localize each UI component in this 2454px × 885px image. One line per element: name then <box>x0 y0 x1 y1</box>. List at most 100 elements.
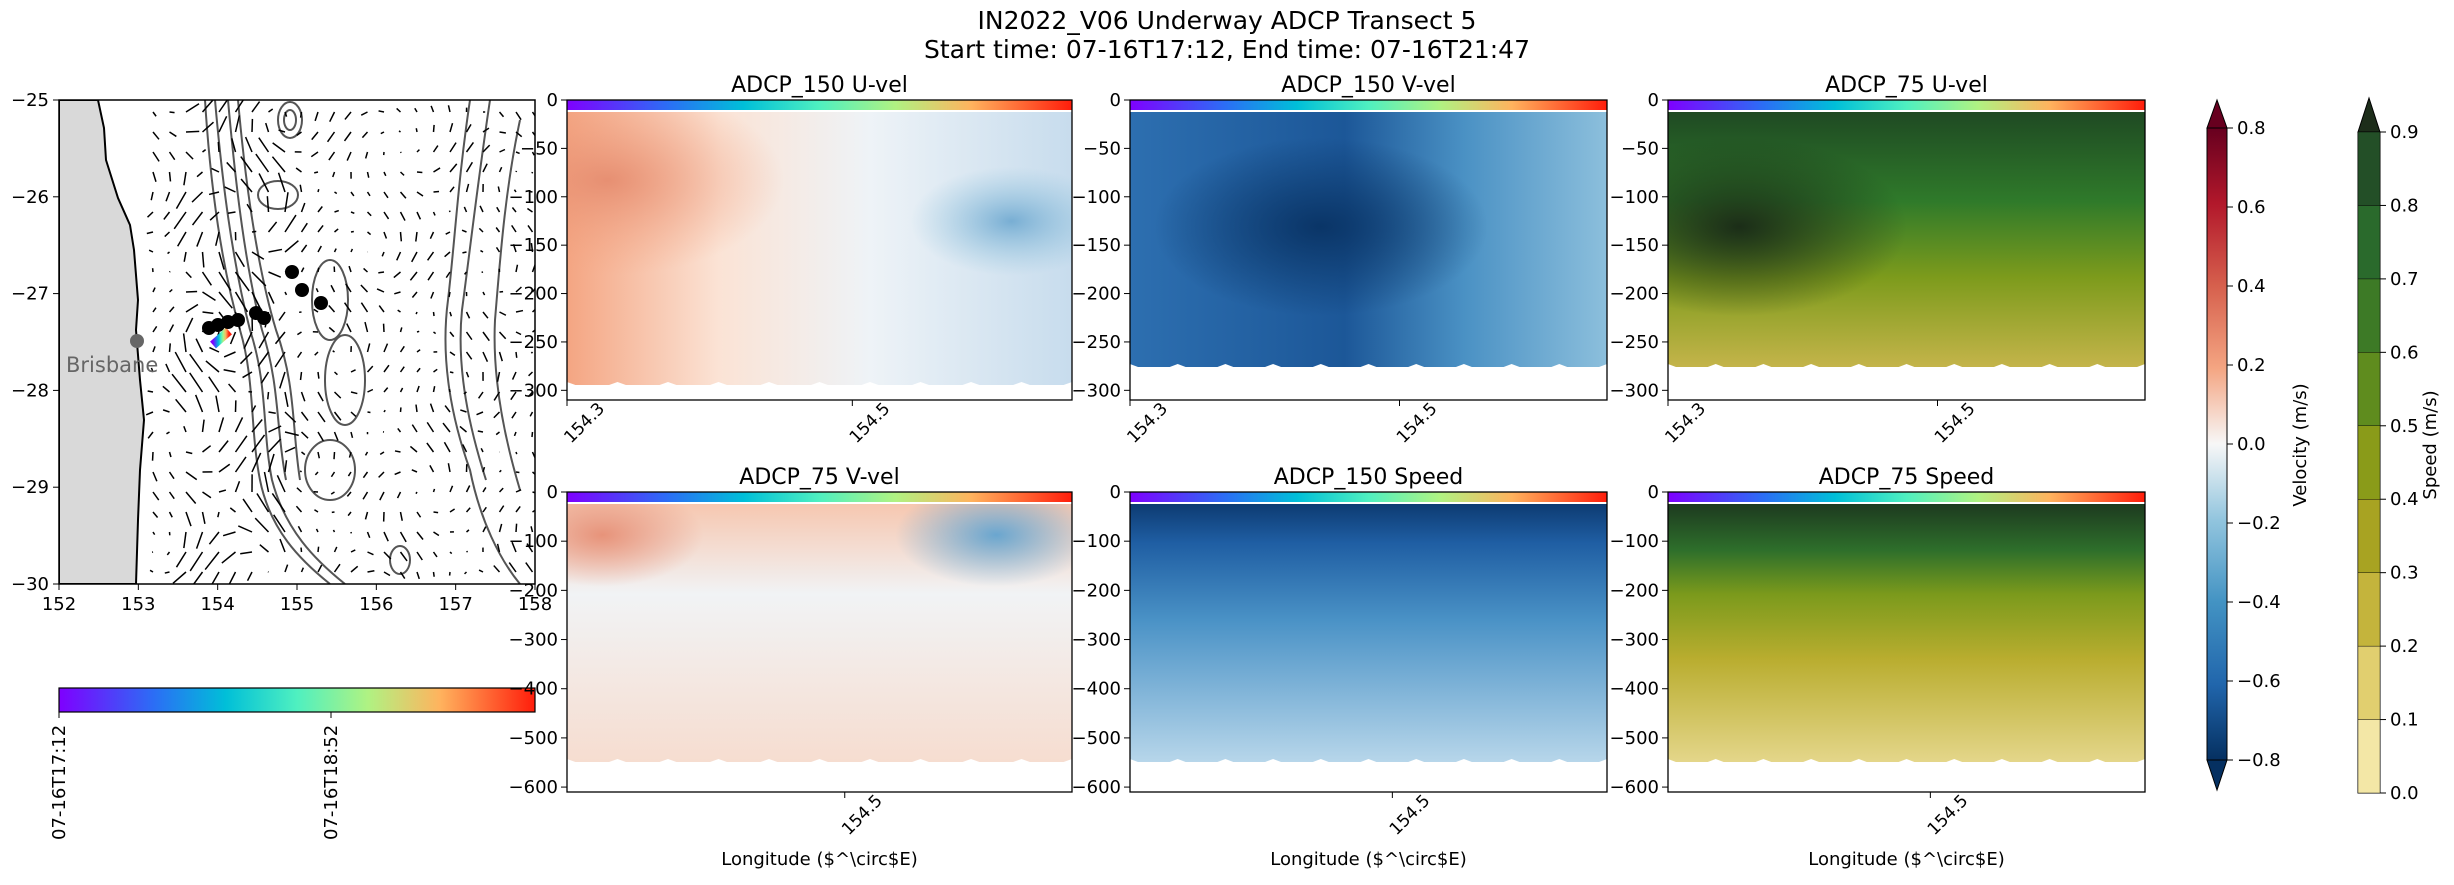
velocity-tick-label: 0.4 <box>2237 276 2266 297</box>
velocity-tick-label: −0.8 <box>2237 750 2281 771</box>
velocity-colorbar: 0.8 0.6 0.4 0.2 0.0 −0.2 −0.4 −0.6 −0.8 Velocity… <box>2207 100 2311 790</box>
time-strip <box>1668 492 2145 502</box>
y-tick-label: 0 <box>547 90 558 111</box>
y-tick-label: −250 <box>1610 332 1659 353</box>
velocity-tick-label: 0.0 <box>2237 434 2266 455</box>
speed-tick-label: 0.4 <box>2390 489 2419 510</box>
map-x-tick-label: 152 <box>42 594 76 615</box>
map-x-tick-label: 156 <box>359 594 393 615</box>
y-tick-label: −150 <box>1610 235 1659 256</box>
time-tick-start: 07-16T17:12 <box>49 725 70 840</box>
map-y-tick-label: −27 <box>11 284 49 305</box>
velocity-tick-label: 0.2 <box>2237 355 2266 376</box>
y-tick-label: −50 <box>520 138 558 159</box>
y-tick-label: 0 <box>1110 482 1121 503</box>
y-tick-label: −500 <box>1072 728 1121 749</box>
x-tick-label: 154.5 <box>1386 791 1435 840</box>
y-tick-label: −250 <box>1072 332 1121 353</box>
panel-title: ADCP_150 V-vel <box>1281 73 1455 98</box>
panel-title: ADCP_75 U-vel <box>1825 73 1988 98</box>
speed-colorbar: 0.90.80.70.60.50.40.30.20.10.0 Speed (m/… <box>2358 98 2441 804</box>
map-y-tick-label: −28 <box>11 380 49 401</box>
y-tick-label: −150 <box>509 235 558 256</box>
y-tick-label: −100 <box>1610 531 1659 552</box>
velocity-tick-label: 0.8 <box>2237 118 2266 139</box>
panel-6: ADCP_75 Speed0−100−200−300−400−500−60015… <box>1610 465 2145 870</box>
figure-title-line1: IN2022_V06 Underway ADCP Transect 5 <box>978 6 1477 35</box>
y-tick-label: −400 <box>1610 679 1659 700</box>
time-strip <box>1130 492 1607 502</box>
x-tick-label: 154.5 <box>838 791 887 840</box>
panel-3: ADCP_75 U-vel0−50−100−150−200−250−300154… <box>1610 73 2145 448</box>
panel-title: ADCP_75 Speed <box>1819 465 1995 490</box>
y-tick-label: −300 <box>1610 380 1659 401</box>
x-tick-label: 154.3 <box>1123 399 1172 448</box>
velocity-tick-label: −0.2 <box>2237 513 2281 534</box>
velocity-tick-label: −0.4 <box>2237 592 2281 613</box>
y-tick-label: −50 <box>1083 138 1121 159</box>
y-tick-label: −100 <box>509 187 558 208</box>
speed-tick-label: 0.3 <box>2390 563 2419 584</box>
map-y-tick-label: −25 <box>11 90 49 111</box>
x-tick-label: 154.5 <box>1924 791 1973 840</box>
y-tick-label: −400 <box>509 679 558 700</box>
speed-tick-label: 0.9 <box>2390 122 2419 143</box>
figure-title-line2: Start time: 07-16T17:12, End time: 07-16… <box>924 35 1530 64</box>
panel-5: ADCP_150 Speed0−100−200−300−400−500−6001… <box>1072 465 1607 870</box>
y-tick-label: −200 <box>1610 284 1659 305</box>
y-tick-label: −300 <box>509 630 558 651</box>
y-tick-label: 0 <box>547 482 558 503</box>
time-strip <box>1668 100 2145 110</box>
time-strip <box>567 492 1072 502</box>
y-tick-label: −300 <box>509 380 558 401</box>
map-y-tick-label: −29 <box>11 477 49 498</box>
speed-tick-label: 0.5 <box>2390 416 2419 437</box>
velocity-colorbar-label: Velocity (m/s) <box>2290 383 2311 506</box>
y-tick-label: −200 <box>1610 580 1659 601</box>
x-tick-label: 154.3 <box>1661 399 1710 448</box>
velocity-tick-label: −0.6 <box>2237 671 2281 692</box>
panel-title: ADCP_75 V-vel <box>739 465 899 490</box>
y-tick-label: −400 <box>1072 679 1121 700</box>
y-tick-label: −600 <box>509 777 558 798</box>
panel-title: ADCP_150 U-vel <box>731 73 908 98</box>
y-tick-label: −100 <box>1072 187 1121 208</box>
map-y-tick-label: −30 <box>11 574 49 595</box>
time-strip <box>567 100 1072 110</box>
map-x-tick-label: 157 <box>438 594 472 615</box>
x-tick-label: 154.5 <box>846 399 895 448</box>
map-y-ticks: −25 −26 −27 −28 −29 −30 <box>11 90 59 595</box>
brisbane-label: Brisbane <box>66 353 158 377</box>
velocity-tick-label: 0.6 <box>2237 197 2266 218</box>
speed-colorbar-label: Speed (m/s) <box>2420 390 2441 499</box>
heatmap-field <box>1130 504 1607 762</box>
map-x-tick-label: 155 <box>280 594 314 615</box>
y-tick-label: −200 <box>509 284 558 305</box>
x-tick-label: 154.5 <box>1931 399 1980 448</box>
x-axis-label: Longitude ($^\circ$E) <box>1270 849 1467 870</box>
y-tick-label: −150 <box>1072 235 1121 256</box>
y-tick-label: −50 <box>1621 138 1659 159</box>
map-x-tick-label: 154 <box>200 594 234 615</box>
x-tick-label: 154.5 <box>1393 399 1442 448</box>
map-y-tick-label: −26 <box>11 187 49 208</box>
y-tick-label: −300 <box>1072 630 1121 651</box>
y-tick-label: −200 <box>509 580 558 601</box>
y-tick-label: −600 <box>1610 777 1659 798</box>
panel-4: ADCP_75 V-vel0−100−200−300−400−500−60015… <box>509 465 1072 870</box>
speed-tick-label: 0.7 <box>2390 269 2419 290</box>
time-strip <box>1130 100 1607 110</box>
brisbane-marker <box>130 334 144 348</box>
speed-tick-label: 0.6 <box>2390 342 2419 363</box>
map-x-tick-label: 153 <box>121 594 155 615</box>
y-tick-label: −100 <box>509 531 558 552</box>
heatmap-field <box>1668 504 2145 762</box>
speed-tick-label: 0.2 <box>2390 636 2419 657</box>
speed-tick-label: 0.8 <box>2390 195 2419 216</box>
x-axis-label: Longitude ($^\circ$E) <box>1808 849 2005 870</box>
y-tick-label: −300 <box>1610 630 1659 651</box>
